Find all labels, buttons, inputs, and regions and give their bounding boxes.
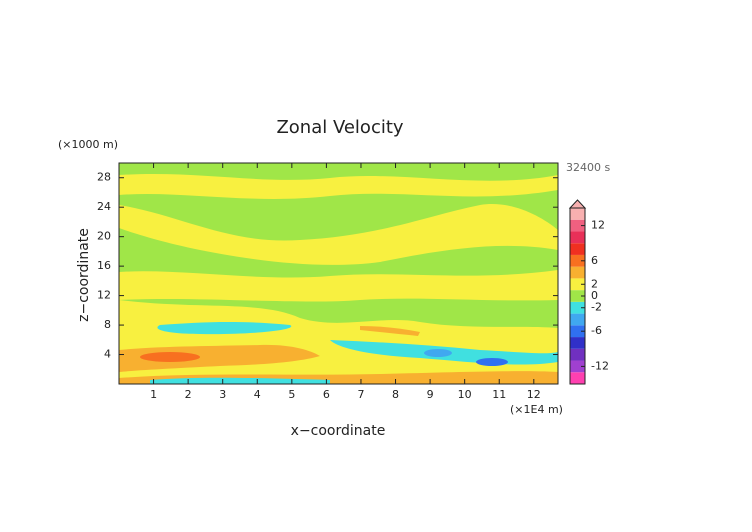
colorbar-band xyxy=(570,231,585,244)
field-band xyxy=(476,358,508,366)
y-tick-label: 4 xyxy=(104,348,111,361)
y-tick-label: 16 xyxy=(97,259,111,272)
colorbar-band xyxy=(570,337,585,349)
colorbar-band xyxy=(570,290,585,302)
chart-title: Zonal Velocity xyxy=(276,117,403,138)
y-tick-label: 12 xyxy=(97,289,111,302)
x-tick-label: 4 xyxy=(254,388,261,401)
colorbar-band xyxy=(570,313,585,326)
x-tick-label: 2 xyxy=(185,388,192,401)
field-band xyxy=(360,326,420,336)
field-band xyxy=(119,270,558,302)
colorbar-tick-label: 0 xyxy=(591,289,598,302)
colorbar-tick-label: -12 xyxy=(591,359,609,372)
x-tick-label: 10 xyxy=(458,388,472,401)
colorbar-extend xyxy=(568,199,587,209)
x-tick-label: 5 xyxy=(288,388,295,401)
colorbar-tick-label: -6 xyxy=(591,324,602,337)
x-tick-label: 6 xyxy=(323,388,330,401)
colorbar-band xyxy=(570,278,585,291)
colorbar-tick-label: 12 xyxy=(591,219,605,232)
colorbar-band xyxy=(570,301,585,314)
colorbar-band xyxy=(570,243,585,255)
x-axis-label: x−coordinate xyxy=(291,423,386,439)
colorbar-tick-label: -2 xyxy=(591,301,602,314)
x-tick-label: 8 xyxy=(392,388,399,401)
y-unit: (×1000 m) xyxy=(58,138,118,151)
y-tick-label: 28 xyxy=(97,171,111,184)
x-tick-label: 1 xyxy=(150,388,157,401)
colorbar-band xyxy=(570,360,585,373)
contour-field xyxy=(119,163,558,384)
colorbar-tick-label: 2 xyxy=(591,277,598,290)
field-band xyxy=(119,173,558,199)
field-band xyxy=(119,204,558,265)
x-unit: (×1E4 m) xyxy=(510,403,563,416)
y-axis-label: z−coordinate xyxy=(76,228,92,322)
x-tick-label: 7 xyxy=(357,388,364,401)
colorbar-band xyxy=(570,348,585,361)
y-tick-label: 8 xyxy=(104,318,111,331)
colorbar-tick-label: 6 xyxy=(591,254,598,267)
x-tick-label: 9 xyxy=(427,388,434,401)
colorbar-band xyxy=(570,266,585,279)
field-band xyxy=(119,344,320,372)
x-tick-label: 12 xyxy=(527,388,541,401)
y-tick-label: 24 xyxy=(97,200,111,213)
plot-frame xyxy=(118,162,559,385)
x-tick-label: 11 xyxy=(492,388,506,401)
x-tick-label: 3 xyxy=(219,388,226,401)
colorbar-band xyxy=(570,372,585,384)
time-label: 32400 s xyxy=(566,161,610,174)
field-band xyxy=(424,349,452,357)
colorbar-band xyxy=(570,254,585,267)
colorbar-band xyxy=(570,325,585,338)
y-tick-label: 20 xyxy=(97,230,111,243)
field-band xyxy=(150,377,330,384)
colorbar-band xyxy=(570,219,585,232)
colorbar-band xyxy=(570,208,585,220)
field-band xyxy=(140,352,200,362)
field-band xyxy=(157,321,292,335)
